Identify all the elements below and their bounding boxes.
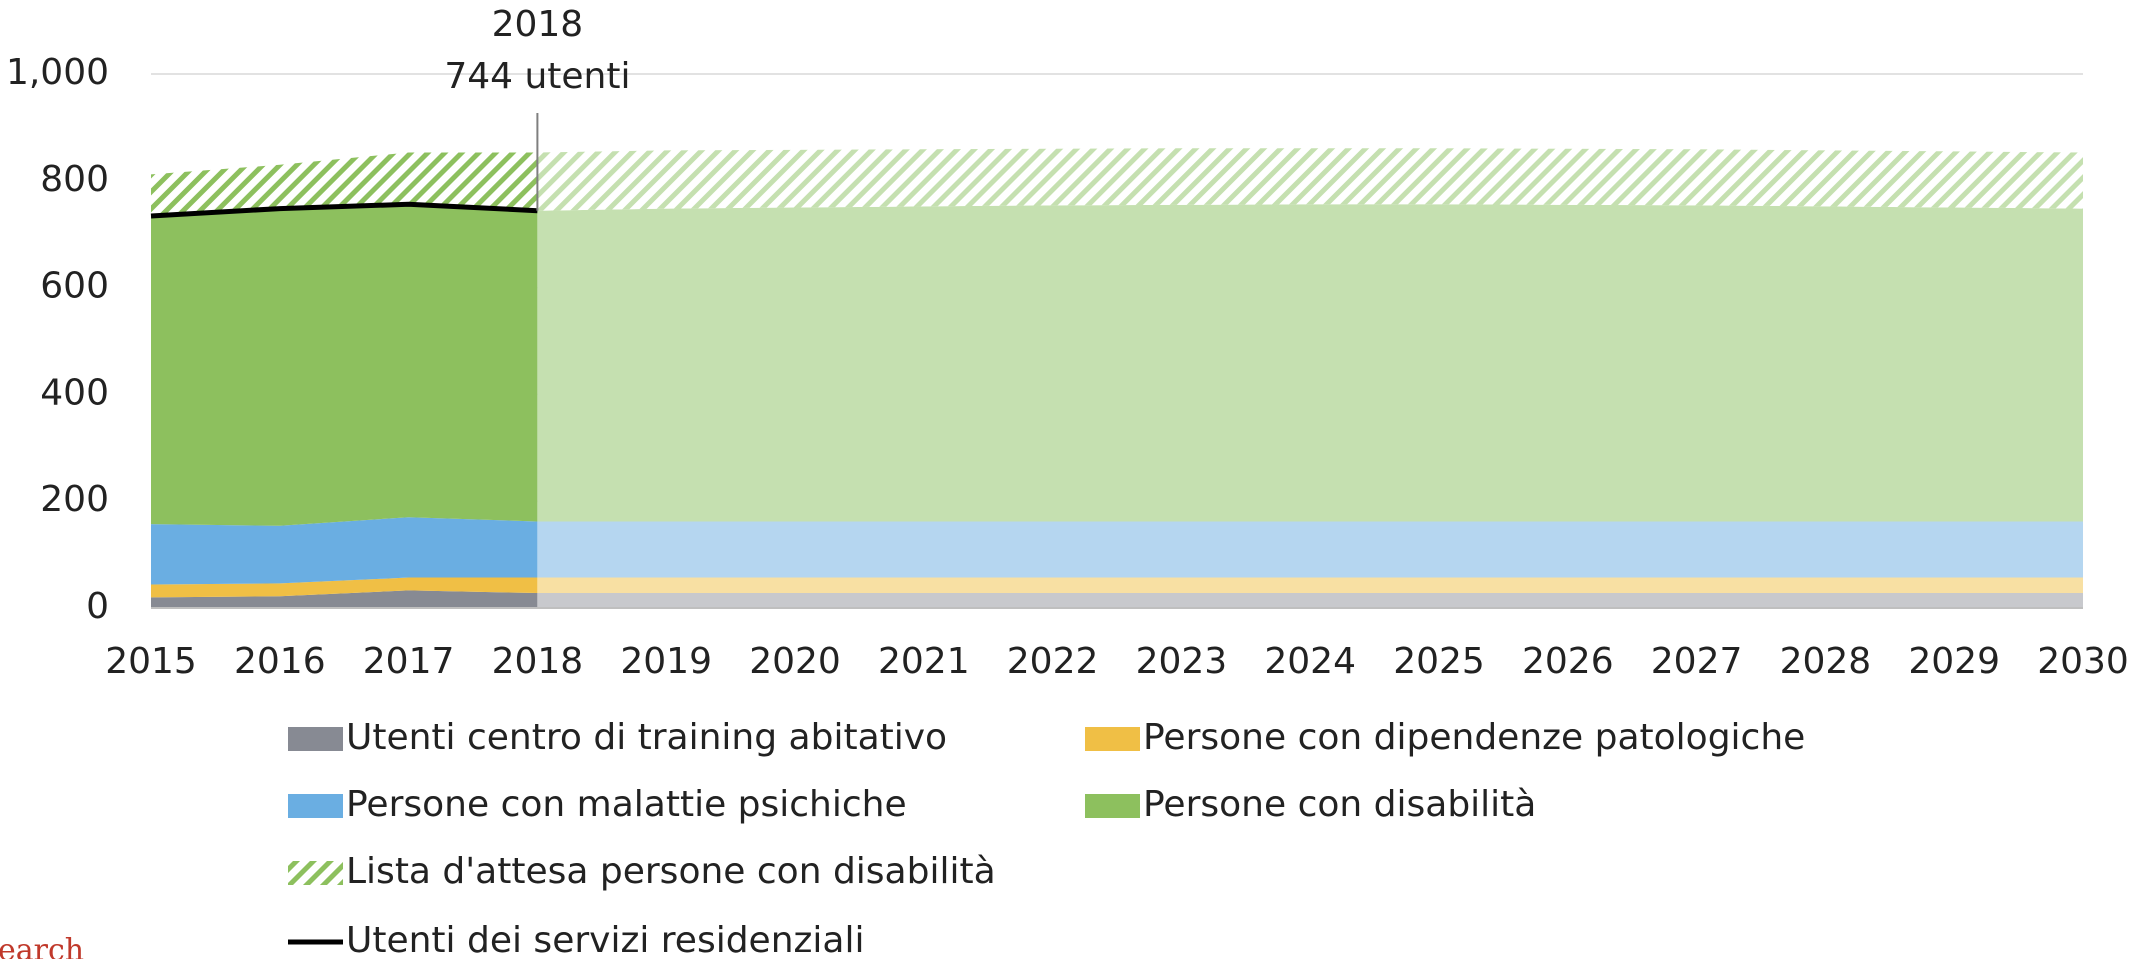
x-tick-label: 2028	[1780, 641, 1872, 682]
area-projection	[537, 148, 2083, 211]
x-tick-label: 2025	[1393, 641, 1485, 682]
legend-label: Persone con disabilità	[1143, 784, 1536, 825]
y-tick-label: 800	[40, 159, 109, 200]
x-tick-label: 2030	[2037, 641, 2129, 682]
y-tick-label: 200	[40, 479, 109, 520]
legend-label: Persone con malattie psichiche	[346, 784, 907, 825]
area	[151, 517, 538, 585]
source-fragment: earch	[0, 933, 84, 959]
area-projection	[537, 577, 2083, 594]
x-tick-label: 2027	[1651, 641, 1743, 682]
area	[151, 590, 538, 608]
x-tick-label: 2026	[1522, 641, 1614, 682]
legend-swatch	[1085, 794, 1140, 818]
y-tick-label: 600	[40, 266, 109, 307]
area-projection	[537, 521, 2083, 578]
x-tick-label: 2024	[1264, 641, 1356, 682]
legend-swatch	[288, 861, 343, 885]
area-projection	[537, 593, 2083, 608]
x-tick-label: 2017	[363, 641, 455, 682]
x-tick-label: 2023	[1136, 641, 1228, 682]
y-tick-label: 400	[40, 372, 109, 413]
x-tick-label: 2029	[1908, 641, 2000, 682]
legend-label: Lista d'attesa persone con disabilità	[346, 851, 996, 892]
line	[150, 201, 538, 219]
x-tick-label: 2021	[878, 641, 970, 682]
annotation-text: 2018	[492, 4, 584, 45]
annotation-text: 744 utenti	[444, 56, 630, 97]
legend-label: Utenti dei servizi residenziali	[346, 920, 864, 959]
area	[151, 152, 538, 217]
x-tick-label: 2019	[620, 641, 712, 682]
legend-label: Utenti centro di training abitativo	[346, 717, 947, 758]
area	[151, 204, 538, 526]
area-projection	[537, 204, 2083, 522]
x-tick-label: 2018	[492, 641, 584, 682]
x-tick-label: 2016	[234, 641, 326, 682]
x-tick-label: 2022	[1007, 641, 1099, 682]
area	[151, 577, 538, 598]
legend-swatch	[288, 727, 343, 751]
legend-label: Persone con dipendenze patologiche	[1143, 717, 1805, 758]
y-tick-label: 1,000	[6, 52, 109, 93]
legend-swatch	[288, 794, 343, 818]
x-tick-label: 2020	[749, 641, 841, 682]
x-tick-label: 2015	[105, 641, 197, 682]
y-tick-label: 0	[86, 586, 109, 627]
legend-swatch	[1085, 727, 1140, 751]
